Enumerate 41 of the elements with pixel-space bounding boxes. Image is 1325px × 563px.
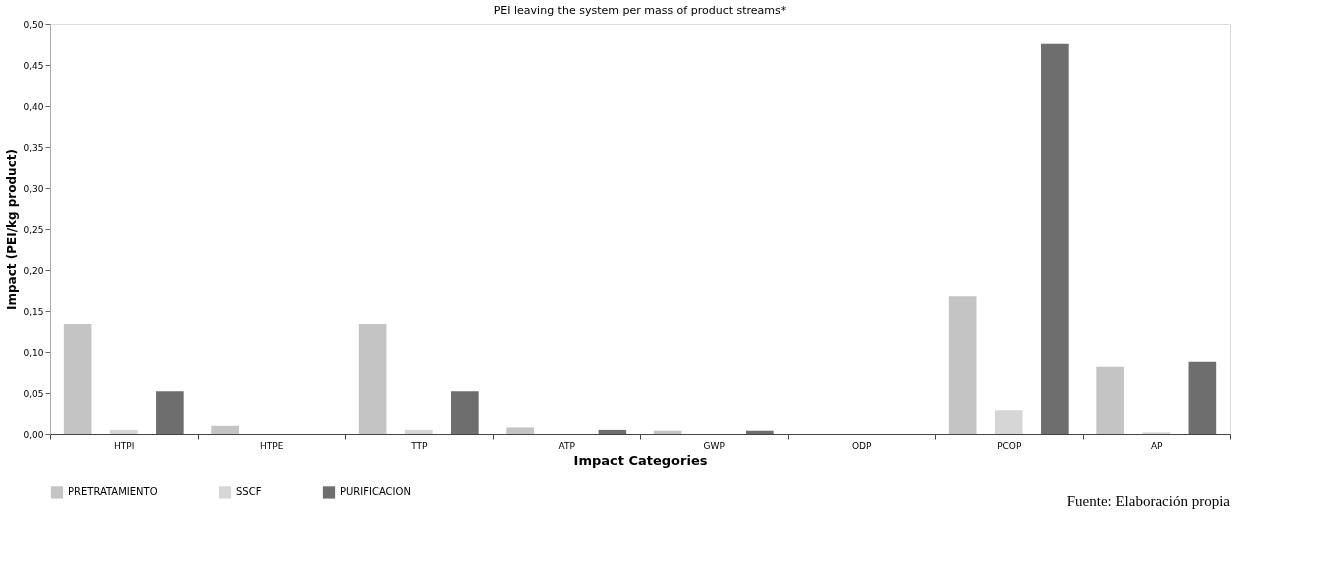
- y-tick-label: 0,50: [23, 19, 44, 30]
- bar: [211, 425, 239, 434]
- y-tick-label: 0,20: [23, 265, 44, 276]
- x-tick-label: GWP: [703, 440, 726, 451]
- x-axis-title: Impact Categories: [573, 452, 708, 468]
- x-tick-label: ATP: [558, 440, 576, 451]
- bar: [506, 427, 534, 434]
- x-tick-label: HTPE: [260, 440, 284, 451]
- y-tick-label: 0,30: [23, 183, 44, 194]
- bar: [1096, 366, 1124, 434]
- bar: [451, 391, 479, 434]
- bar: [404, 429, 433, 434]
- chart-title: PEI leaving the system per mass of product streams*: [493, 4, 787, 17]
- legend-label: PRETRATAMIENTO: [68, 486, 158, 498]
- y-tick-label: 0,05: [23, 388, 44, 399]
- bar: [598, 429, 627, 434]
- y-tick-label: 0,15: [23, 306, 44, 317]
- y-axis-title: Impact (PEI/kg product): [5, 149, 20, 310]
- bar: [156, 391, 184, 434]
- bar: [358, 324, 387, 434]
- y-tick-label: 0,40: [23, 101, 44, 112]
- bar: [948, 296, 977, 434]
- y-tick-label: 0,10: [23, 347, 44, 358]
- x-tick-label: HTPI: [114, 440, 135, 451]
- y-tick-label: 0,35: [23, 142, 44, 153]
- legend-label: SSCF: [236, 486, 262, 498]
- x-tick-label: PCOP: [997, 440, 1022, 451]
- bar: [63, 324, 92, 434]
- legend-label: PURIFICACION: [340, 486, 411, 498]
- y-tick-label: 0,45: [23, 60, 44, 71]
- x-tick-label: ODP: [852, 440, 873, 451]
- bar: [1041, 43, 1069, 434]
- x-tick-label: TTP: [410, 440, 428, 451]
- y-tick-label: 0,00: [23, 429, 44, 440]
- bar: [1188, 361, 1217, 434]
- bar: [746, 430, 774, 434]
- source-note: Fuente: Elaboración propia: [1066, 493, 1231, 509]
- y-tick-label: 0,25: [23, 224, 44, 235]
- bar: [109, 429, 138, 434]
- bar: [994, 410, 1023, 434]
- x-tick-label: AP: [1150, 440, 1164, 451]
